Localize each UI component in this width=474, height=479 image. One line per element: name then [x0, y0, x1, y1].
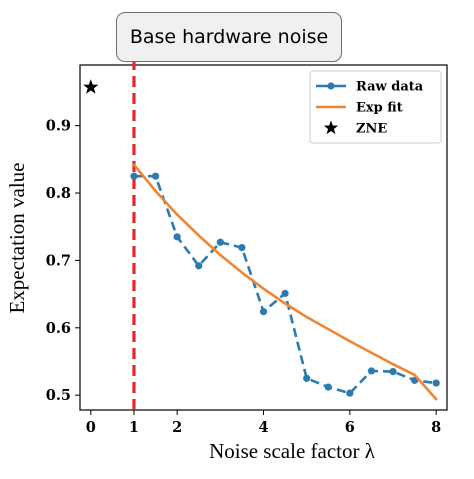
raw-data-line	[133, 174, 437, 395]
y-axis-ticks: 0.5 0.6 0.7 0.8 0.9	[46, 118, 80, 404]
x-tick-label: 6	[345, 419, 355, 436]
raw-data-point	[259, 308, 268, 316]
callout-label: Base hardware noise	[129, 26, 329, 48]
raw-data-point	[281, 289, 289, 298]
y-tick-label: 0.5	[46, 387, 71, 404]
y-axis-title: Expectation value	[5, 162, 29, 313]
x-tick-label: 2	[172, 419, 182, 436]
y-tick-label: 0.8	[46, 185, 71, 202]
base-hardware-noise-callout: Base hardware noise	[116, 12, 342, 62]
raw-data-point	[346, 389, 354, 397]
raw-data-point	[303, 374, 311, 382]
raw-data-point	[195, 262, 203, 270]
zne-star-marker	[83, 79, 99, 94]
raw-data-point	[324, 383, 332, 391]
raw-data-point	[216, 238, 224, 246]
x-tick-label: 0	[86, 419, 96, 436]
legend-raw-data-marker	[327, 82, 335, 90]
legend-zne-label: ZNE	[356, 122, 387, 137]
raw-data-point	[389, 367, 397, 376]
legend-raw-data-label: Raw data	[356, 80, 424, 95]
x-axis-ticks: 0 1 2 4 6 8	[86, 410, 441, 436]
x-tick-label: 8	[431, 419, 441, 436]
y-tick-label: 0.9	[46, 118, 71, 135]
x-tick-label: 1	[129, 419, 139, 436]
raw-data-point	[367, 367, 376, 375]
raw-data-point	[173, 233, 181, 241]
y-tick-label: 0.6	[46, 320, 71, 337]
legend-box	[309, 70, 442, 144]
series-layer	[83, 79, 440, 401]
y-tick-label: 0.7	[46, 252, 71, 269]
raw-data-point	[130, 172, 138, 180]
raw-data-point	[432, 379, 440, 387]
exp-fit-line	[132, 163, 438, 401]
x-tick-label: 4	[258, 419, 268, 436]
legend: Raw data Exp fit ZNE	[309, 70, 442, 144]
legend-zne-swatch	[323, 120, 339, 135]
raw-data-point	[151, 172, 160, 180]
x-axis-title: Noise scale factor λ	[209, 439, 376, 463]
raw-data-point	[238, 244, 246, 252]
legend-exp-fit-label: Exp fit	[356, 101, 403, 116]
